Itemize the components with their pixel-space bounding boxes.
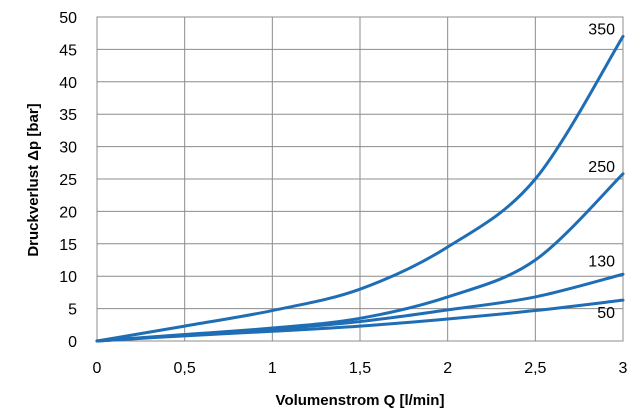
series-label-250: 250 [588,159,615,176]
series-label-350: 350 [588,21,615,38]
y-tick-label: 0 [68,334,77,351]
series-group [95,34,625,343]
x-tick-label: 1,5 [349,360,371,377]
y-tick-label: 15 [59,237,77,254]
series-label-130: 130 [588,253,615,270]
y-tick-label: 20 [59,204,77,221]
y-tick-label: 25 [59,172,77,189]
plot-frame [96,16,624,342]
y-tick-label: 35 [59,107,77,124]
y-tick-label: 5 [68,302,77,319]
y-tick-label: 30 [59,140,77,157]
series-line-350 [95,34,625,343]
y-tick-label: 50 [59,10,77,27]
series-line-50 [95,298,625,343]
series-labels: 350 250 130 50 [588,21,615,322]
x-tick-label: 2 [443,360,452,377]
x-tick-label: 1 [268,360,277,377]
x-tick-label: 3 [619,360,628,377]
x-tick-label: 0,5 [174,360,196,377]
series-label-50: 50 [597,305,615,322]
y-tick-label: 45 [59,42,77,59]
y-axis-title: Druckverlust Δp [bar] [25,103,42,256]
grid [96,16,624,342]
x-axis-title: Volumenstrom Q [l/min] [276,392,445,409]
y-tick-label: 10 [59,269,77,286]
x-tick-label: 2,5 [524,360,546,377]
x-tick-label: 0 [93,360,102,377]
y-tick-label: 40 [59,75,77,92]
